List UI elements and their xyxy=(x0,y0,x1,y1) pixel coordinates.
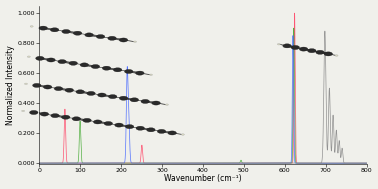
Circle shape xyxy=(104,122,113,125)
Circle shape xyxy=(33,83,41,88)
Circle shape xyxy=(39,26,47,30)
Circle shape xyxy=(73,31,82,35)
Circle shape xyxy=(125,125,134,129)
Circle shape xyxy=(40,112,49,116)
Ellipse shape xyxy=(25,83,28,84)
Circle shape xyxy=(43,85,52,89)
Circle shape xyxy=(136,71,144,75)
Circle shape xyxy=(291,45,300,50)
Circle shape xyxy=(98,93,106,97)
Circle shape xyxy=(136,126,144,130)
Circle shape xyxy=(141,99,149,104)
Circle shape xyxy=(108,94,117,99)
Ellipse shape xyxy=(149,74,152,75)
Y-axis label: Normalized Intensity: Normalized Intensity xyxy=(6,45,15,125)
Circle shape xyxy=(50,28,59,32)
Circle shape xyxy=(113,68,122,72)
Circle shape xyxy=(36,56,44,60)
Circle shape xyxy=(130,98,139,102)
Circle shape xyxy=(72,117,81,121)
Circle shape xyxy=(29,110,38,115)
Circle shape xyxy=(115,123,123,127)
Ellipse shape xyxy=(166,104,169,105)
Circle shape xyxy=(119,96,128,100)
Circle shape xyxy=(157,129,166,133)
Circle shape xyxy=(47,58,55,62)
Circle shape xyxy=(299,47,308,51)
Circle shape xyxy=(62,115,70,119)
Ellipse shape xyxy=(335,55,338,56)
Ellipse shape xyxy=(133,41,136,43)
Ellipse shape xyxy=(277,43,280,45)
Circle shape xyxy=(65,88,74,92)
Circle shape xyxy=(76,90,84,94)
Circle shape xyxy=(168,131,177,135)
Ellipse shape xyxy=(27,56,30,57)
Circle shape xyxy=(87,91,95,95)
Circle shape xyxy=(152,101,160,105)
Circle shape xyxy=(147,128,155,132)
Ellipse shape xyxy=(22,110,25,112)
Circle shape xyxy=(108,36,116,40)
X-axis label: Wavenumber (cm⁻¹): Wavenumber (cm⁻¹) xyxy=(164,174,242,184)
Circle shape xyxy=(69,61,77,65)
Circle shape xyxy=(316,50,324,54)
Ellipse shape xyxy=(30,26,33,27)
Circle shape xyxy=(102,66,111,70)
Circle shape xyxy=(85,33,93,37)
Circle shape xyxy=(62,29,70,34)
Circle shape xyxy=(93,120,102,124)
Circle shape xyxy=(96,35,105,39)
Circle shape xyxy=(91,64,100,69)
Circle shape xyxy=(83,118,91,122)
Circle shape xyxy=(119,38,128,42)
Circle shape xyxy=(308,49,316,53)
Circle shape xyxy=(324,52,333,56)
Circle shape xyxy=(124,69,133,74)
Circle shape xyxy=(283,44,291,48)
Circle shape xyxy=(54,87,63,91)
Circle shape xyxy=(58,60,67,64)
Circle shape xyxy=(80,63,88,67)
Circle shape xyxy=(51,114,59,118)
Ellipse shape xyxy=(181,134,184,135)
